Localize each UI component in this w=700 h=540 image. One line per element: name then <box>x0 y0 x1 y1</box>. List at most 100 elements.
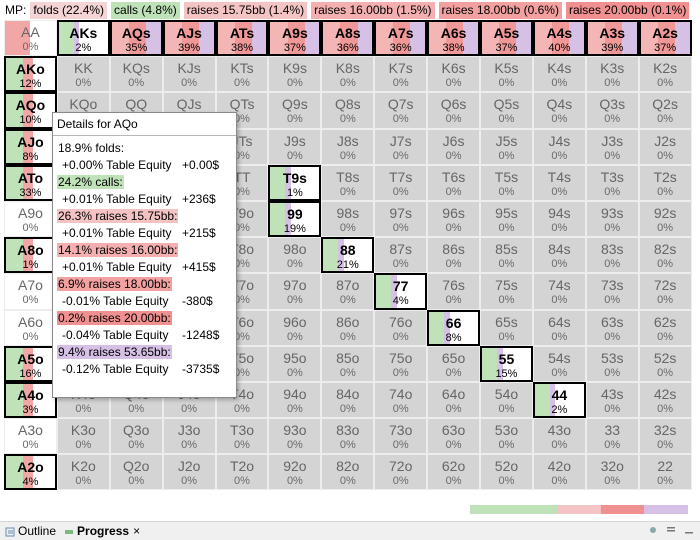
hand-cell[interactable]: 62o 0% <box>427 454 481 491</box>
hand-cell[interactable]: J9s 0% <box>268 128 322 165</box>
hand-cell[interactable]: 87o 0% <box>321 273 375 310</box>
hand-cell[interactable]: 42s 0% <box>638 381 692 419</box>
hand-cell[interactable]: 76o 0% <box>374 309 428 346</box>
hand-cell[interactable]: J3s 0% <box>585 128 639 165</box>
hand-cell[interactable]: K3o 0% <box>56 418 110 455</box>
view-menu-icon[interactable] <box>666 524 676 538</box>
hand-cell[interactable]: 75o 0% <box>374 345 428 382</box>
hand-cell[interactable]: 53o 0% <box>480 418 533 455</box>
hand-cell[interactable]: 66 8% <box>427 309 481 346</box>
hand-cell[interactable]: 77 4% <box>374 273 428 310</box>
hand-cell[interactable]: K9s 0% <box>268 56 322 93</box>
hand-cell[interactable]: 54o 0% <box>480 381 533 419</box>
hand-cell[interactable]: K2s 0% <box>638 56 692 93</box>
hand-cell[interactable]: A4s 40% <box>532 20 586 57</box>
hand-cell[interactable]: 93s 0% <box>585 200 639 238</box>
hand-cell[interactable]: Q6s 0% <box>427 92 481 129</box>
hand-cell[interactable]: A8o 1% <box>4 237 57 274</box>
hand-cell[interactable]: 87s 0% <box>374 237 428 274</box>
hand-cell[interactable]: Q3o 0% <box>109 418 163 455</box>
hand-cell[interactable]: A5o 16% <box>4 345 57 382</box>
hand-cell[interactable]: 64o 0% <box>427 381 481 419</box>
hand-cell[interactable]: A7s 36% <box>374 20 428 57</box>
hand-cell[interactable]: 84o 0% <box>321 381 375 419</box>
hand-cell[interactable]: KTs 0% <box>215 56 269 93</box>
hand-cell[interactable]: 95s 0% <box>480 200 533 238</box>
hand-cell[interactable]: A7o 0% <box>4 273 57 310</box>
hand-cell[interactable]: 52s 0% <box>638 345 692 382</box>
hand-cell[interactable]: 63o 0% <box>427 418 481 455</box>
hand-cell[interactable]: Q7s 0% <box>374 92 428 129</box>
hand-cell[interactable]: T7s 0% <box>374 164 428 201</box>
hand-cell[interactable]: 32s 0% <box>638 418 692 455</box>
hand-cell[interactable]: 33 0% <box>585 418 639 455</box>
action-chip[interactable]: calls (4.8%) <box>111 1 180 19</box>
hand-cell[interactable]: J2o 0% <box>162 454 216 491</box>
close-tab-icon[interactable]: × <box>133 524 141 538</box>
hand-cell[interactable]: 44 2% <box>532 381 586 419</box>
hand-cell[interactable]: KJs 0% <box>162 56 216 93</box>
hand-cell[interactable]: Q2s 0% <box>638 92 692 129</box>
hand-cell[interactable]: 85s 0% <box>480 237 533 274</box>
hand-cell[interactable]: 94o 0% <box>268 381 322 419</box>
hand-cell[interactable]: AKs 2% <box>56 20 110 57</box>
hand-cell[interactable]: A2o 4% <box>4 454 57 491</box>
hand-cell[interactable]: K6s 0% <box>427 56 481 93</box>
hand-cell[interactable]: 55 15% <box>480 345 533 382</box>
action-chip[interactable]: folds (22.4%) <box>30 1 108 19</box>
hand-cell[interactable]: 65s 0% <box>480 309 533 346</box>
hand-cell[interactable]: AQo 10% <box>4 92 57 129</box>
pin-icon[interactable] <box>648 524 658 538</box>
hand-cell[interactable]: 95o 0% <box>268 345 322 382</box>
hand-cell[interactable]: Q5s 0% <box>480 92 533 129</box>
hand-cell[interactable]: 98o 0% <box>268 237 322 274</box>
hand-cell[interactable]: ATo 33% <box>4 164 57 201</box>
action-chip[interactable]: raises 15.75bb (1.4%) <box>183 1 308 19</box>
hand-cell[interactable]: T3s 0% <box>585 164 639 201</box>
hand-cell[interactable]: Q3s 0% <box>585 92 639 129</box>
hand-cell[interactable]: K8s 0% <box>321 56 375 93</box>
hand-cell[interactable]: 63s 0% <box>585 309 639 346</box>
hand-cell[interactable]: T6s 0% <box>427 164 481 201</box>
hand-cell[interactable]: 42o 0% <box>532 454 586 491</box>
hand-cell[interactable]: J5s 0% <box>480 128 533 165</box>
hand-cell[interactable]: Q9s 0% <box>268 92 322 129</box>
minimize-icon[interactable] <box>684 524 694 538</box>
hand-cell[interactable]: 88 21% <box>321 237 375 274</box>
hand-cell[interactable]: J8s 0% <box>321 128 375 165</box>
hand-cell[interactable]: 72o 0% <box>374 454 428 491</box>
hand-cell[interactable]: ATs 38% <box>215 20 269 57</box>
hand-cell[interactable]: 93o 0% <box>268 418 322 455</box>
hand-cell[interactable]: KK 0% <box>56 56 110 93</box>
hand-cell[interactable]: 43s 0% <box>585 381 639 419</box>
hand-cell[interactable]: KQs 0% <box>109 56 163 93</box>
hand-cell[interactable]: Q8s 0% <box>321 92 375 129</box>
hand-cell[interactable]: 65o 0% <box>427 345 481 382</box>
action-chip[interactable]: raises 20.00bb (0.1%) <box>565 1 690 19</box>
hand-cell[interactable]: 96o 0% <box>268 309 322 346</box>
hand-cell[interactable]: A9s 37% <box>268 20 322 57</box>
hand-cell[interactable]: 53s 0% <box>585 345 639 382</box>
hand-cell[interactable]: 74s 0% <box>532 273 586 310</box>
hand-cell[interactable]: 75s 0% <box>480 273 533 310</box>
hand-cell[interactable]: 62s 0% <box>638 309 692 346</box>
hand-cell[interactable]: T9s 1% <box>268 164 322 201</box>
hand-cell[interactable]: Q2o 0% <box>109 454 163 491</box>
hand-cell[interactable]: 82s 0% <box>638 237 692 274</box>
hand-cell[interactable]: 94s 0% <box>532 200 586 238</box>
hand-cell[interactable]: 73s 0% <box>585 273 639 310</box>
hand-cell[interactable]: AA 0% <box>4 20 57 57</box>
hand-cell[interactable]: T4s 0% <box>532 164 586 201</box>
hand-cell[interactable]: 73o 0% <box>374 418 428 455</box>
hand-cell[interactable]: K3s 0% <box>585 56 639 93</box>
hand-cell[interactable]: A4o 3% <box>4 381 57 419</box>
hand-cell[interactable]: A3s 39% <box>585 20 639 57</box>
hand-cell[interactable]: K4s 0% <box>532 56 586 93</box>
hand-cell[interactable]: 64s 0% <box>532 309 586 346</box>
hand-cell[interactable]: 86s 0% <box>427 237 481 274</box>
hand-cell[interactable]: 99 19% <box>268 200 322 238</box>
hand-cell[interactable]: 72s 0% <box>638 273 692 310</box>
hand-cell[interactable]: J3o 0% <box>162 418 216 455</box>
hand-cell[interactable]: J4s 0% <box>532 128 586 165</box>
hand-cell[interactable]: T5s 0% <box>480 164 533 201</box>
